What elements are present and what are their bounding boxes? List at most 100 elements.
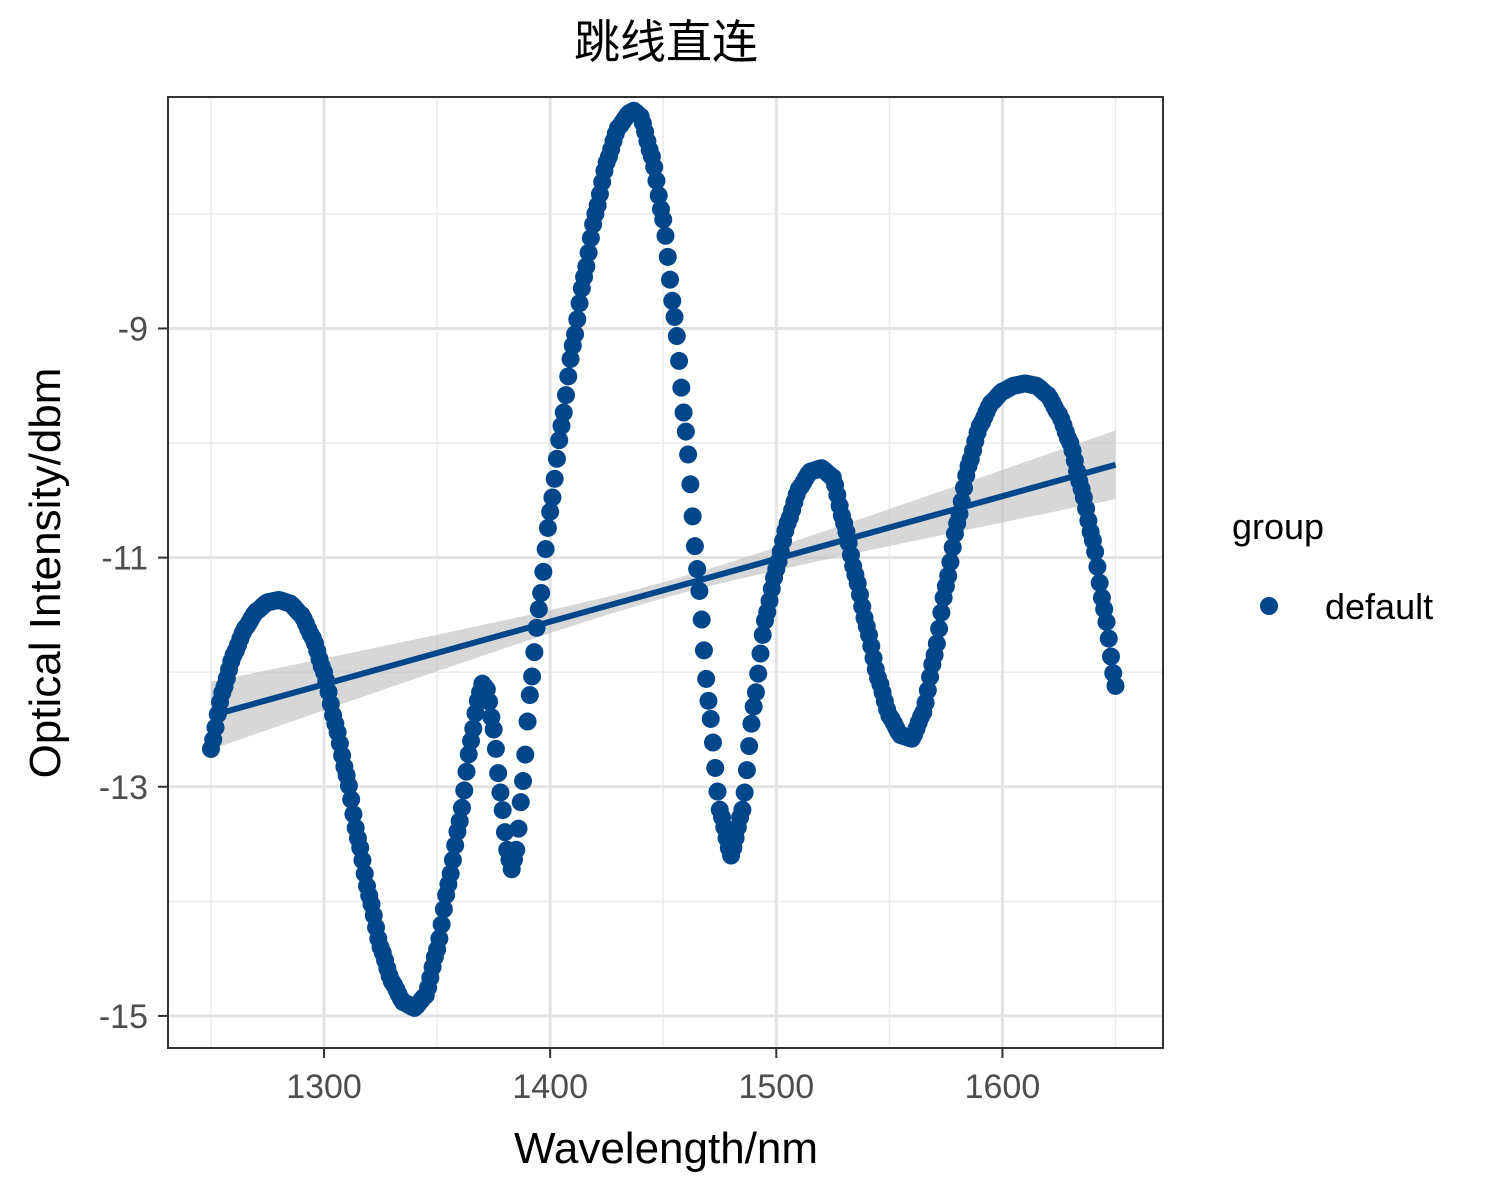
data-point: [694, 641, 713, 660]
data-point: [1099, 629, 1118, 648]
data-point: [545, 469, 564, 488]
data-point: [943, 538, 962, 557]
data-point: [541, 502, 560, 521]
data-point: [353, 851, 372, 870]
x-axis: 1300 1400 1500 1600: [286, 1048, 1040, 1106]
data-point: [550, 431, 569, 450]
data-point: [547, 449, 566, 468]
regression-layer: [210, 461, 1117, 719]
data-point: [457, 762, 476, 781]
data-point: [514, 772, 533, 791]
data-point: [525, 643, 544, 662]
y-axis-title: Optical Intensity/dbm: [21, 368, 70, 779]
data-point: [699, 691, 718, 710]
data-point: [939, 566, 958, 585]
x-axis-title: Wavelength/nm: [514, 1124, 818, 1173]
data-point: [665, 307, 684, 326]
data-point: [581, 229, 600, 248]
data-point: [566, 325, 585, 344]
data-point: [663, 291, 682, 310]
y-axis: -15 -13 -11 -9: [99, 310, 168, 1036]
data-point: [486, 739, 505, 758]
data-point: [749, 664, 768, 683]
data-point: [480, 692, 499, 711]
data-point: [735, 783, 754, 802]
data-points: [201, 101, 1125, 1017]
data-point: [342, 790, 361, 809]
data-point: [661, 270, 680, 289]
data-point: [932, 603, 951, 622]
data-point: [706, 758, 725, 777]
data-point: [339, 776, 358, 795]
x-tick-label: 1600: [965, 1068, 1041, 1106]
data-point: [683, 507, 702, 526]
data-point: [561, 349, 580, 368]
data-point: [670, 351, 689, 370]
data-point: [511, 793, 530, 812]
x-tick-label: 1300: [286, 1068, 362, 1106]
data-point: [495, 823, 514, 842]
data-point: [674, 403, 693, 422]
y-tick-label: -11: [101, 540, 148, 578]
y-tick-label: -15: [99, 998, 148, 1036]
data-point: [538, 518, 557, 537]
data-point: [443, 851, 462, 869]
data-point: [1106, 676, 1125, 695]
data-point: [523, 667, 542, 686]
data-point: [927, 634, 946, 653]
data-point: [432, 915, 451, 934]
data-point: [518, 712, 537, 731]
data-point: [491, 783, 510, 802]
data-point: [941, 553, 960, 572]
data-point: [579, 243, 598, 262]
data-point: [744, 697, 763, 716]
data-point: [452, 798, 471, 817]
data-point: [692, 610, 711, 629]
data-point: [918, 681, 937, 700]
data-point: [697, 669, 716, 688]
data-point: [703, 733, 722, 752]
data-point: [1101, 647, 1120, 666]
data-point: [679, 445, 698, 464]
data-point: [532, 583, 551, 602]
data-point: [434, 900, 453, 919]
data-point: [733, 800, 752, 819]
data-point: [654, 210, 673, 229]
data-point: [672, 378, 691, 397]
data-point: [489, 764, 508, 783]
data-point: [740, 737, 759, 756]
data-point: [552, 416, 571, 435]
data-point: [534, 562, 553, 581]
chart-title: 跳线直连: [574, 16, 758, 68]
data-point: [430, 929, 449, 948]
legend: group default: [1232, 506, 1433, 627]
data-point: [543, 488, 562, 507]
data-point: [681, 475, 700, 494]
data-point: [930, 619, 949, 638]
data-point: [568, 310, 587, 329]
data-point: [667, 327, 686, 346]
data-point: [577, 257, 596, 276]
data-point: [656, 226, 675, 245]
data-point: [688, 560, 707, 579]
data-point: [701, 709, 720, 728]
data-point: [559, 367, 578, 386]
data-point: [446, 836, 465, 855]
data-point: [509, 819, 528, 838]
data-point: [746, 683, 765, 702]
regression-line: [210, 461, 1117, 719]
data-point: [1097, 612, 1116, 631]
legend-label-default: default: [1325, 586, 1433, 627]
data-point: [464, 719, 483, 738]
data-point: [737, 761, 756, 780]
data-point: [554, 403, 573, 422]
data-point: [570, 294, 589, 313]
data-point: [459, 745, 478, 764]
data-point: [557, 386, 575, 405]
data-point: [344, 805, 363, 824]
x-tick-label: 1400: [512, 1068, 588, 1106]
y-tick-label: -13: [99, 769, 148, 807]
data-point: [493, 801, 512, 820]
data-point: [751, 644, 770, 663]
